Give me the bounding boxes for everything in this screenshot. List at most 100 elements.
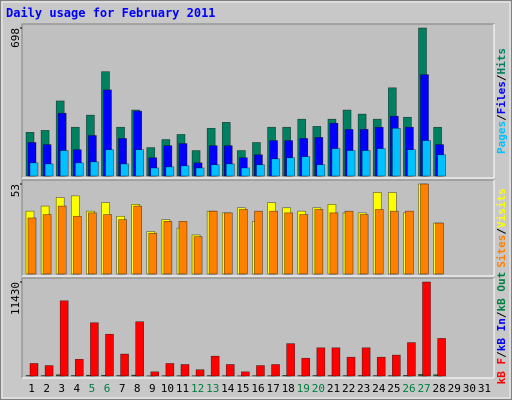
legend-separator: / bbox=[495, 114, 508, 121]
x-tick-label: 31 bbox=[478, 382, 491, 395]
x-tick-label: 8 bbox=[134, 382, 141, 395]
bar bbox=[346, 150, 356, 177]
bar bbox=[299, 214, 309, 275]
x-tick-label: 1 bbox=[28, 382, 35, 395]
y-tick-label: 698 bbox=[9, 28, 22, 48]
bar bbox=[150, 167, 160, 177]
bar bbox=[195, 369, 205, 377]
legend-entry: Hits bbox=[495, 48, 508, 75]
bar bbox=[44, 365, 54, 377]
bar bbox=[135, 149, 144, 177]
bar bbox=[241, 167, 250, 177]
bar bbox=[210, 355, 220, 377]
x-tick-label: 27 bbox=[417, 382, 430, 395]
bar bbox=[361, 347, 371, 377]
x-tick-label: 16 bbox=[251, 382, 264, 395]
bar bbox=[27, 217, 37, 275]
bar bbox=[74, 358, 84, 377]
bar bbox=[256, 164, 265, 177]
legend-entry: Files bbox=[495, 81, 508, 114]
bar bbox=[271, 364, 280, 377]
x-tick-label: 29 bbox=[448, 382, 461, 395]
bar bbox=[178, 221, 188, 275]
bar bbox=[407, 342, 416, 377]
bar bbox=[223, 212, 233, 275]
bar bbox=[105, 149, 114, 177]
bar bbox=[361, 150, 371, 177]
bar bbox=[105, 333, 114, 377]
bar bbox=[165, 363, 175, 377]
bar bbox=[90, 161, 99, 177]
bar bbox=[44, 163, 54, 177]
bar bbox=[88, 212, 97, 275]
x-tick-label: 2 bbox=[43, 382, 50, 395]
bar bbox=[225, 163, 235, 177]
bar bbox=[376, 148, 386, 177]
bar bbox=[29, 363, 39, 377]
bar bbox=[329, 212, 339, 275]
bar bbox=[284, 212, 293, 275]
bar bbox=[163, 221, 173, 275]
bar bbox=[256, 365, 265, 377]
bar bbox=[42, 214, 52, 275]
bar bbox=[435, 222, 444, 275]
x-tick-label: 30 bbox=[463, 382, 476, 395]
bar bbox=[133, 205, 142, 275]
x-tick-label: 3 bbox=[58, 382, 65, 395]
bar bbox=[392, 127, 401, 177]
bar bbox=[135, 321, 144, 377]
bar bbox=[210, 164, 220, 177]
x-tick-label: 19 bbox=[297, 382, 310, 395]
bar bbox=[301, 357, 311, 377]
bar bbox=[286, 157, 295, 177]
legend-separator: / bbox=[495, 228, 508, 235]
x-tick-label: 14 bbox=[221, 382, 235, 395]
x-tick-label: 12 bbox=[191, 382, 204, 395]
bar bbox=[120, 353, 129, 377]
bar bbox=[437, 338, 446, 377]
bar bbox=[74, 162, 84, 177]
x-tick-label: 9 bbox=[149, 382, 156, 395]
bar bbox=[331, 347, 341, 377]
bar bbox=[90, 322, 99, 377]
bar bbox=[422, 281, 431, 377]
bar bbox=[376, 356, 386, 377]
bar bbox=[57, 205, 67, 275]
bar bbox=[208, 210, 218, 275]
x-tick-label: 20 bbox=[312, 382, 325, 395]
bar bbox=[316, 164, 326, 177]
bar bbox=[301, 156, 311, 177]
x-tick-label: 11 bbox=[176, 382, 189, 395]
bar bbox=[193, 236, 203, 275]
bar bbox=[59, 150, 69, 177]
x-tick-label: 7 bbox=[119, 382, 126, 395]
x-tick-label: 21 bbox=[327, 382, 340, 395]
legend-entry: Pages bbox=[495, 121, 508, 154]
x-tick-label: 17 bbox=[266, 382, 279, 395]
legend-separator: / bbox=[495, 74, 508, 81]
legend-separator: / bbox=[495, 311, 508, 318]
bar bbox=[392, 354, 401, 377]
bar bbox=[150, 371, 160, 377]
bar bbox=[195, 167, 205, 177]
bar bbox=[286, 343, 295, 377]
x-tick-label: 23 bbox=[357, 382, 370, 395]
x-tick-label: 13 bbox=[206, 382, 219, 395]
bar bbox=[120, 163, 129, 177]
bar bbox=[344, 210, 354, 275]
bar bbox=[239, 209, 248, 275]
bar bbox=[148, 232, 158, 275]
bar bbox=[422, 140, 431, 177]
x-tick-label: 28 bbox=[433, 382, 446, 395]
bar bbox=[437, 154, 446, 177]
x-tick-label: 4 bbox=[74, 382, 81, 395]
bar bbox=[72, 215, 82, 275]
bar bbox=[271, 158, 280, 177]
bar bbox=[314, 209, 324, 275]
bar bbox=[374, 209, 384, 275]
x-tick-label: 5 bbox=[89, 382, 96, 395]
bar bbox=[118, 219, 127, 275]
bar bbox=[254, 210, 263, 275]
